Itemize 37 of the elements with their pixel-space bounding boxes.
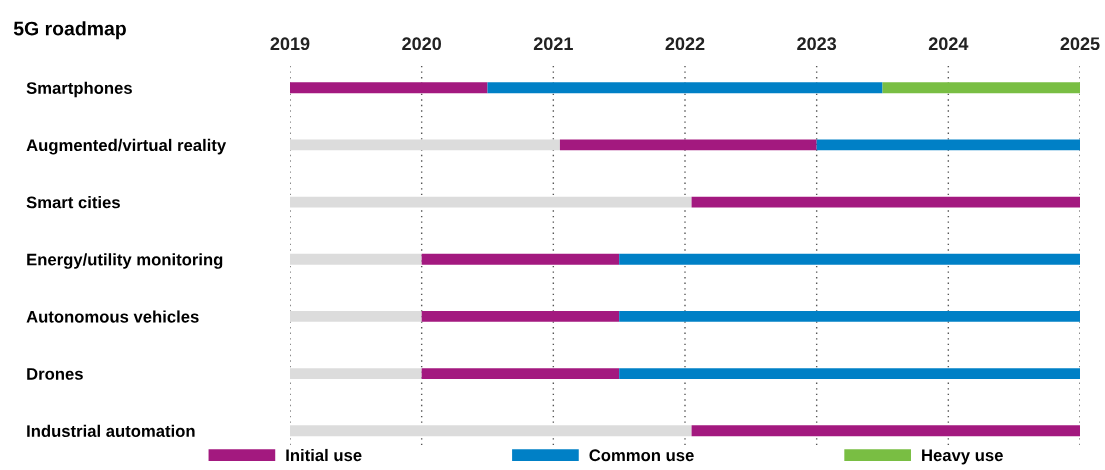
y-tick-label: Smart cities: [26, 196, 120, 209]
legend-label: Initial use: [286, 448, 362, 462]
text: 5G roadmap: [13, 21, 126, 40]
bar: [421, 368, 620, 380]
bar: [290, 368, 422, 380]
bar: [691, 425, 1080, 437]
bar: [691, 196, 1080, 208]
bar: [882, 82, 1080, 94]
y-tick-label: Augmented/virtual reality: [26, 138, 227, 155]
bar: [619, 253, 1080, 265]
x-tick-label: 2020: [402, 37, 442, 51]
bar: [559, 139, 817, 151]
x-tick-label: 2022: [665, 37, 705, 51]
legend-label: Common use: [589, 449, 694, 462]
bar: [290, 425, 692, 437]
bar: [290, 253, 422, 265]
bar: [816, 139, 1080, 151]
bar: [619, 311, 1080, 322]
y-tick-label: Autonomous vehicles: [26, 310, 199, 323]
y-tick-label: Smartphones: [26, 81, 132, 98]
y-tick-label: Energy/utility monitoring: [27, 253, 223, 269]
bar: [421, 253, 620, 265]
bar: [487, 82, 883, 94]
x-tick-label: 2023: [797, 37, 837, 51]
bar: [290, 196, 692, 208]
bar: [290, 139, 560, 151]
x-tick-label: 2021: [533, 37, 573, 51]
bar: [290, 82, 488, 94]
y-tick-label: Drones: [27, 368, 83, 380]
x-tick-label: 2025: [1060, 37, 1100, 51]
legend-label: Heavy use: [922, 449, 1003, 465]
bar: [619, 368, 1080, 380]
x-tick-label: 2024: [928, 37, 969, 51]
bar: [421, 311, 620, 322]
x-tick-label: 2019: [270, 37, 310, 51]
bar: [290, 311, 422, 322]
y-tick-label: Industrial automation: [27, 424, 195, 437]
